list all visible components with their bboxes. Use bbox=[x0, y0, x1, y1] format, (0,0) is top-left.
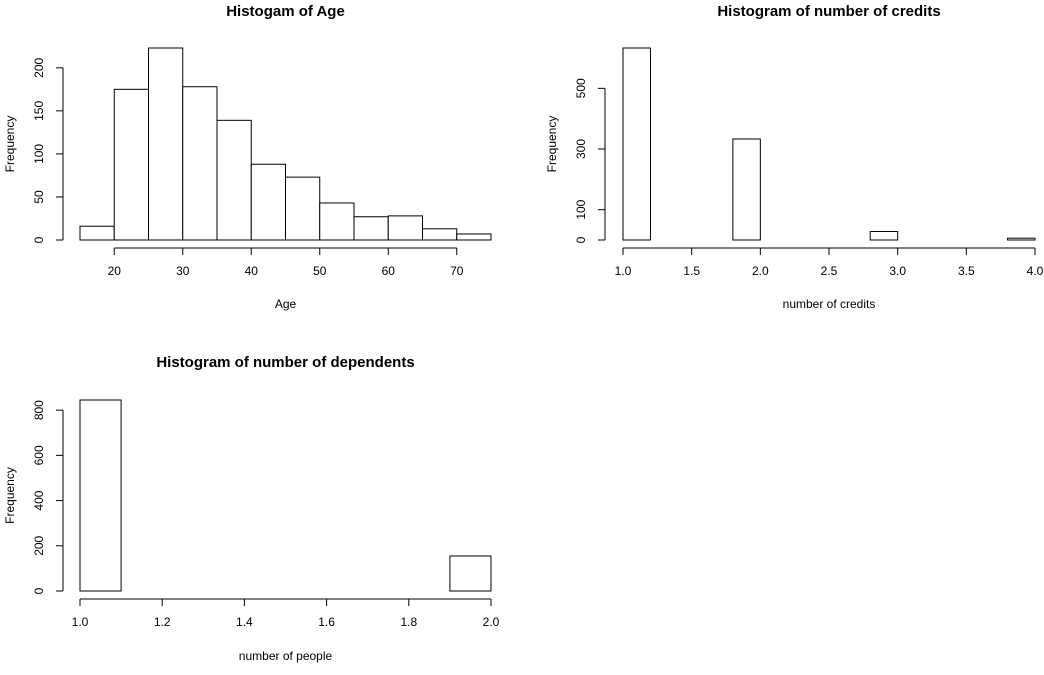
y-axis-label: Frequency bbox=[3, 116, 17, 173]
x-tick-label: 1.8 bbox=[400, 615, 417, 629]
x-tick-label: 1.0 bbox=[72, 615, 89, 629]
y-axis-label: Frequency bbox=[545, 116, 559, 173]
y-tick-label: 0 bbox=[32, 236, 46, 243]
y-tick-label: 200 bbox=[32, 535, 46, 555]
histogram-bar bbox=[319, 202, 355, 241]
histogram-bar bbox=[869, 231, 899, 241]
histogram-bar bbox=[285, 176, 321, 241]
x-axis-label: Age bbox=[275, 297, 297, 311]
y-tick-label: 100 bbox=[574, 199, 588, 219]
x-tick-label: 30 bbox=[176, 264, 190, 278]
y-tick-label: 0 bbox=[574, 236, 588, 243]
x-tick-label: 1.5 bbox=[683, 264, 700, 278]
histogram-bar bbox=[148, 47, 184, 241]
histogram-bar bbox=[1007, 237, 1036, 241]
histogram-bar bbox=[449, 555, 492, 592]
histogram-panel-3: 1.0 1.2 1.4 1.6 1.8 2.0 0 200 400 600 800 Histogram… bbox=[3, 354, 500, 663]
histogram-bar bbox=[353, 216, 389, 241]
y-tick-label: 100 bbox=[32, 144, 46, 164]
y-tick-label: 600 bbox=[32, 445, 46, 465]
y-tick-label: 800 bbox=[32, 400, 46, 420]
histogram-panel-1: 20 30 40 50 60 70 0 50 100 150 200 Histogam of Age A… bbox=[3, 3, 492, 311]
x-axis-label: number of credits bbox=[783, 297, 876, 311]
x-tick-label: 3.0 bbox=[889, 264, 906, 278]
histogram-bar bbox=[182, 86, 218, 241]
histogram-bar bbox=[113, 88, 149, 241]
y-tick-label: 50 bbox=[32, 190, 46, 204]
histogram-bar bbox=[387, 215, 423, 241]
chart-title: Histogram of number of credits bbox=[717, 3, 940, 20]
histogram-bar bbox=[79, 399, 122, 592]
y-tick-label: 300 bbox=[574, 139, 588, 159]
x-tick-label: 40 bbox=[245, 264, 259, 278]
x-tick-label: 1.0 bbox=[615, 264, 632, 278]
histogram-bar bbox=[732, 138, 761, 241]
x-tick-label: 2.5 bbox=[821, 264, 838, 278]
histogram-bar bbox=[422, 228, 458, 241]
x-tick-label: 4.0 bbox=[1027, 264, 1044, 278]
chart-title: Histogam of Age bbox=[226, 3, 345, 20]
y-tick-label: 150 bbox=[32, 101, 46, 121]
x-tick-label: 1.2 bbox=[154, 615, 171, 629]
histogram-bar bbox=[250, 163, 286, 241]
y-axis-label: Frequency bbox=[3, 467, 17, 524]
y-tick-label: 400 bbox=[32, 490, 46, 510]
x-tick-label: 50 bbox=[313, 264, 327, 278]
x-axis-label: number of people bbox=[239, 649, 333, 663]
x-tick-label: 1.6 bbox=[318, 615, 335, 629]
histogram-bar bbox=[79, 225, 115, 241]
x-tick-label: 1.4 bbox=[236, 615, 253, 629]
y-tick-label: 200 bbox=[32, 57, 46, 77]
x-tick-label: 2.0 bbox=[483, 615, 500, 629]
histogram-panel-2: 1.0 1.5 2.0 2.5 3.0 3.5 4.0 0 100 300 500 Histogram… bbox=[545, 3, 1044, 311]
x-tick-label: 3.5 bbox=[958, 264, 975, 278]
x-tick-label: 70 bbox=[450, 264, 464, 278]
x-tick-label: 20 bbox=[108, 264, 122, 278]
histogram-bar bbox=[622, 47, 651, 241]
y-tick-label: 500 bbox=[574, 78, 588, 98]
x-tick-label: 2.0 bbox=[752, 264, 769, 278]
histogram-bar bbox=[216, 119, 252, 241]
y-tick-label: 0 bbox=[32, 587, 46, 594]
x-tick-label: 60 bbox=[382, 264, 396, 278]
histogram-bar bbox=[456, 233, 492, 241]
chart-title: Histogram of number of dependents bbox=[156, 354, 414, 371]
